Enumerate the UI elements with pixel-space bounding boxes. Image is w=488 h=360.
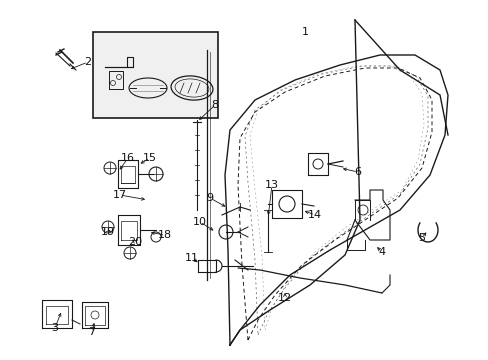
Text: 8: 8 [211,100,218,110]
Text: 2: 2 [84,57,91,67]
Text: 17: 17 [113,190,127,200]
Text: 1: 1 [301,27,308,37]
Text: 11: 11 [184,253,199,263]
Text: 5: 5 [418,233,425,243]
Text: 10: 10 [193,217,206,227]
Text: 9: 9 [206,193,213,203]
Text: 6: 6 [354,167,361,177]
Text: 13: 13 [264,180,279,190]
FancyBboxPatch shape [93,32,218,118]
Text: 16: 16 [121,153,135,163]
Text: 15: 15 [142,153,157,163]
Text: 19: 19 [101,227,115,237]
Text: 4: 4 [378,247,385,257]
Text: 12: 12 [277,293,291,303]
Text: 7: 7 [88,327,95,337]
Text: 20: 20 [128,237,142,247]
Text: 18: 18 [158,230,172,240]
Text: 14: 14 [307,210,322,220]
Text: 3: 3 [51,323,59,333]
